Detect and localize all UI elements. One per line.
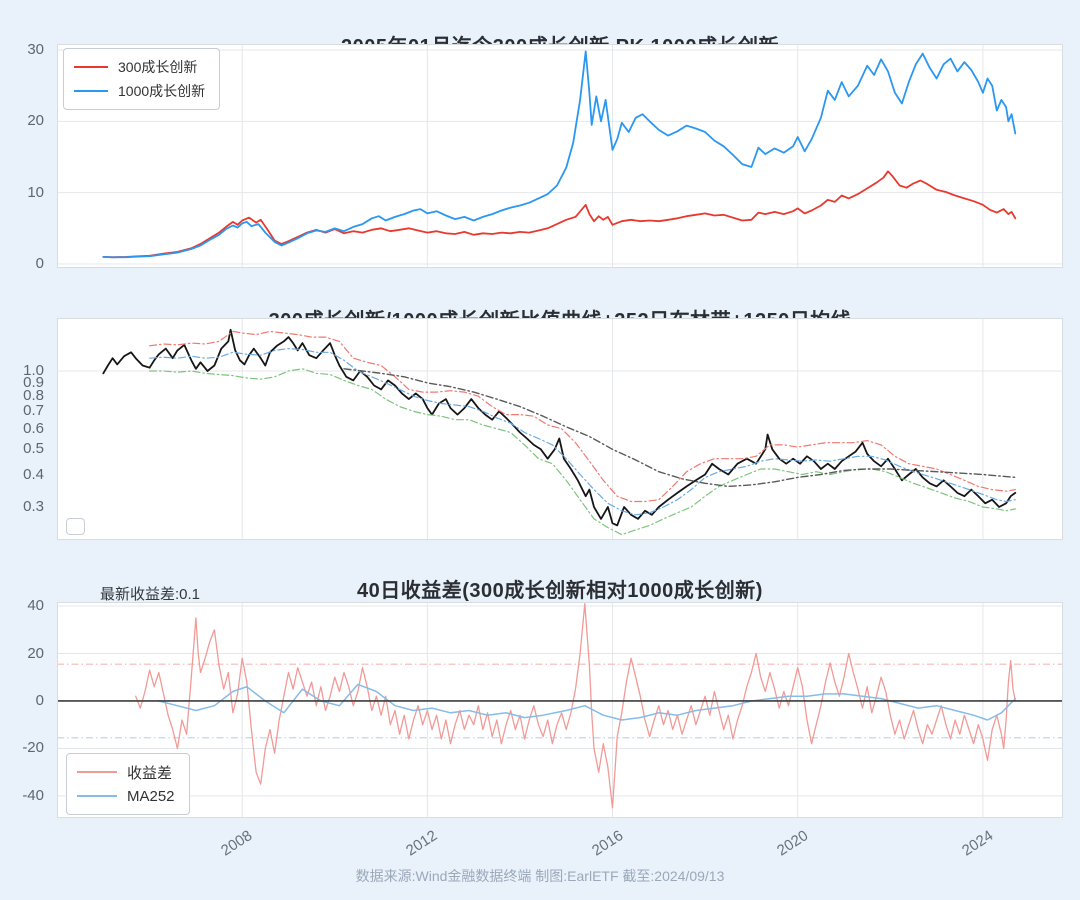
y-tick-label: 10	[27, 183, 44, 201]
y-tick-label: 1.0	[23, 362, 44, 380]
latest-return-diff-annotation: 最新收益差:0.1	[100, 586, 201, 603]
return-diff-chart-title: 40日收益差(300成长创新相对1000成长创新)	[357, 579, 763, 602]
ratio-chart-plot[interactable]	[57, 318, 1063, 540]
ratio-chart-y-axis: 1.0 0.9 0.8 0.7 0.6 0.5 0.4 0.3	[0, 318, 51, 540]
top-chart-y-axis: 0 10 20 30	[0, 41, 51, 272]
return-diff-legend: 收益差 MA252	[66, 753, 190, 815]
salmon-line-swatch	[77, 771, 117, 773]
legend-item-ma252[interactable]: MA252	[77, 784, 175, 808]
legend-item-1000[interactable]: 1000成长创新	[74, 79, 205, 103]
y-tick-label: -20	[22, 739, 44, 757]
return-diff-y-axis: 40 20 0 -20 -40	[0, 597, 51, 818]
legend-label-ma252: MA252	[127, 787, 175, 805]
top-chart-legend: 300成长创新 1000成长创新	[63, 48, 221, 110]
legend-label-300: 300成长创新	[118, 59, 198, 75]
y-tick-label: 20	[27, 644, 44, 662]
red-line-swatch	[74, 66, 108, 68]
footer-source-note: 数据来源:Wind金融数据终端 制图:EarlETF 截至:2024/09/13	[355, 868, 725, 884]
top-chart-plot[interactable]	[57, 44, 1063, 268]
y-tick-label: 0	[35, 255, 44, 272]
y-tick-label: 0.7	[23, 402, 44, 420]
legend-item-return-diff[interactable]: 收益差	[77, 760, 175, 784]
return-diff-plot[interactable]	[57, 602, 1063, 818]
empty-legend-box	[66, 518, 85, 535]
blue-line-swatch	[74, 90, 108, 92]
y-tick-label: 0.9	[23, 373, 44, 391]
y-tick-label: 0.4	[23, 465, 44, 483]
y-tick-label: 0.5	[23, 440, 44, 458]
legend-item-300[interactable]: 300成长创新	[74, 55, 205, 79]
legend-label-return-diff: 收益差	[127, 764, 173, 782]
y-tick-label: 0	[35, 691, 44, 709]
legend-label-1000: 1000成长创新	[118, 83, 206, 99]
y-tick-label: 0.8	[23, 387, 44, 405]
y-tick-label: 40	[27, 597, 44, 615]
lightblue-line-swatch	[77, 795, 117, 797]
y-tick-label: 0.3	[23, 498, 44, 515]
y-tick-label: 0.6	[23, 419, 44, 437]
y-tick-label: -40	[22, 786, 44, 804]
y-tick-label: 30	[27, 41, 44, 58]
y-tick-label: 20	[27, 112, 44, 130]
